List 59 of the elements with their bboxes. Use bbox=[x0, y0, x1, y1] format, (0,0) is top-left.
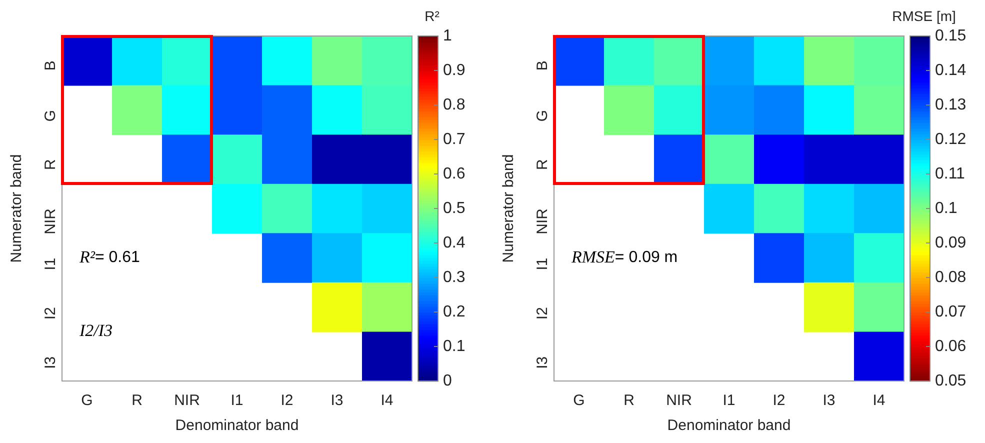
y-tick-label: I3 bbox=[42, 356, 60, 369]
y-tick-label: I1 bbox=[42, 258, 60, 270]
y-tick-label: B bbox=[42, 60, 60, 71]
color-bar-label: 0.7 bbox=[443, 130, 466, 148]
x-tick-label: I2 bbox=[280, 392, 294, 410]
x-tick-label: G bbox=[573, 392, 585, 410]
color-bar-label: 0.06 bbox=[935, 338, 966, 355]
y-tick-label: I2 bbox=[42, 307, 60, 320]
color-bar-label: 0.07 bbox=[935, 303, 966, 320]
color-bar-label: 0.15 bbox=[935, 27, 966, 44]
color-bar-title: RMSE [m] bbox=[892, 8, 956, 24]
y-tick-label: I2 bbox=[534, 307, 552, 320]
color-bar-label: 0.11 bbox=[935, 165, 966, 182]
y-axis-title: Numerator band bbox=[500, 154, 518, 263]
x-tick-label: G bbox=[81, 392, 93, 410]
y-tick-label: R bbox=[42, 159, 60, 170]
y-tick-label: G bbox=[42, 110, 60, 122]
x-tick-label: I1 bbox=[722, 392, 736, 410]
annotation: R²= 0.61 bbox=[78, 247, 140, 266]
annotation: I2/I3 bbox=[78, 321, 113, 340]
x-tick-label: I2 bbox=[772, 392, 786, 410]
x-tick-label: NIR bbox=[666, 392, 692, 410]
y-tick-label: NIR bbox=[42, 208, 60, 234]
y-tick-label: NIR bbox=[534, 208, 552, 234]
x-tick-label: R bbox=[624, 392, 635, 410]
x-tick-label: I4 bbox=[872, 392, 886, 410]
x-axis-title: Denominator band bbox=[175, 417, 299, 434]
color-bar-label: 0.1 bbox=[935, 200, 958, 217]
color-bar-label: 0.5 bbox=[443, 200, 466, 217]
y-tick-label: I3 bbox=[534, 356, 552, 369]
y-tick-label: R bbox=[534, 159, 552, 170]
color-bar-title: R² bbox=[424, 8, 440, 24]
x-tick-label: NIR bbox=[174, 392, 200, 410]
color-bar-label: 0.9 bbox=[443, 62, 466, 79]
color-bar-label: 1 bbox=[443, 27, 452, 44]
x-axis-title: Denominator band bbox=[667, 417, 791, 434]
color-bar-label: 0.4 bbox=[443, 234, 466, 252]
x-tick-label: I1 bbox=[230, 392, 244, 410]
color-bar-label: 0.1 bbox=[443, 338, 466, 355]
color-bar-label: 0.13 bbox=[935, 96, 966, 114]
annotation: RMSE= 0.09 m bbox=[570, 247, 678, 266]
color-bar-label: 0.3 bbox=[443, 268, 466, 286]
color-bar-label: 0.6 bbox=[443, 165, 466, 182]
y-tick-label: G bbox=[534, 110, 552, 122]
color-bar-label: 0.05 bbox=[935, 372, 966, 390]
color-bar-label: 0.8 bbox=[443, 96, 466, 114]
x-tick-label: I3 bbox=[330, 392, 344, 410]
y-tick-label: I1 bbox=[534, 258, 552, 270]
color-bar-label: 0.08 bbox=[935, 268, 966, 286]
color-bar-label: 0.12 bbox=[935, 130, 966, 148]
color-bar-label: 0.14 bbox=[935, 62, 966, 79]
x-tick-label: I3 bbox=[822, 392, 836, 410]
x-tick-label: R bbox=[132, 392, 143, 410]
color-bar-label: 0.09 bbox=[935, 234, 966, 252]
color-bar-label: 0.2 bbox=[443, 303, 466, 320]
y-axis-title: Numerator band bbox=[8, 154, 26, 263]
x-tick-label: I4 bbox=[380, 392, 394, 410]
y-tick-label: B bbox=[534, 60, 552, 71]
color-bar-label: 0 bbox=[443, 372, 452, 390]
